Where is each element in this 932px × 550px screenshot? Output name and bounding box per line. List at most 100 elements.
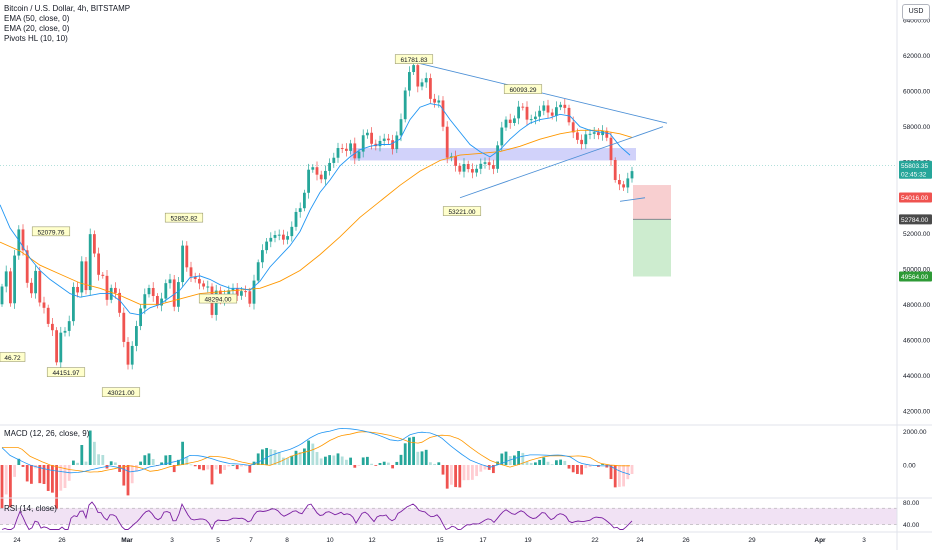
candle-body [412, 65, 415, 73]
macd-histogram-bar [21, 465, 25, 467]
macd-signal-line [2, 431, 630, 473]
macd-histogram-bar [399, 454, 403, 465]
pivot-label: 43021.00 [107, 390, 134, 397]
macd-histogram-bar [9, 465, 12, 508]
candle-body [30, 282, 33, 294]
candle-body [433, 98, 436, 103]
pivots-legend[interactable]: Pivots HL (10, 10) [4, 34, 68, 43]
macd-histogram-bar [290, 455, 294, 465]
macd-histogram-bar [513, 455, 516, 465]
macd-histogram-bar [97, 454, 100, 465]
candle-body [622, 184, 625, 188]
price-tick-label: 58000.00 [903, 124, 930, 131]
currency-button[interactable]: USD [902, 4, 930, 20]
macd-histogram-bar [319, 458, 323, 465]
macd-histogram-bar [353, 465, 357, 468]
candle-body [72, 286, 75, 322]
macd-histogram-bar [80, 445, 84, 465]
candle-body [597, 132, 600, 136]
candle-body [185, 245, 189, 268]
macd-histogram-bar [63, 465, 67, 488]
macd-histogram-bar [269, 449, 273, 465]
price-label-box [899, 192, 932, 203]
macd-histogram-bar [525, 461, 529, 465]
macd-histogram-bar [181, 441, 184, 465]
stop-loss-zone [633, 185, 671, 220]
candle-body [492, 165, 495, 169]
time-tick-label: 5 [216, 537, 220, 544]
pivot-label-box [0, 352, 26, 362]
macd-histogram-bar [46, 465, 50, 491]
candle-body [445, 126, 449, 158]
pivot-label-box [101, 387, 141, 397]
time-tick-label: 12 [368, 537, 376, 544]
macd-histogram-bar [370, 463, 373, 465]
candle-body [370, 132, 373, 144]
candle-body [340, 148, 344, 150]
macd-axis-label: 0.00 [903, 463, 916, 470]
macd-histogram-bar [479, 465, 483, 472]
candle-body [172, 279, 176, 307]
candle-body [156, 295, 159, 306]
macd-histogram-bar [42, 465, 46, 484]
candle-body [25, 250, 29, 283]
macd-histogram-bar [193, 465, 197, 467]
pivot-label-box [442, 206, 482, 216]
macd-histogram-bar [613, 465, 617, 488]
candle-body [328, 162, 331, 171]
candle-body [508, 119, 512, 124]
candle-body [613, 160, 617, 180]
macd-histogram-bar [555, 460, 558, 465]
candle-body [114, 287, 117, 293]
macd-histogram-bar [248, 465, 252, 473]
time-tick-label: 15 [436, 537, 444, 544]
macd-legend-label[interactable]: MACD (12, 26, close, 9) [4, 429, 90, 438]
macd-histogram-bar [387, 462, 390, 465]
macd-legend: MACD (12, 26, close, 9) [4, 429, 89, 439]
time-tick-label: 10 [326, 537, 334, 544]
ema20-legend[interactable]: EMA (20, close, 0) [4, 24, 70, 33]
candle-body [571, 122, 575, 133]
macd-histogram-bar [571, 465, 575, 473]
macd-histogram-bar [51, 465, 54, 493]
macd-histogram-bar [210, 465, 214, 485]
candle-body [550, 112, 554, 116]
macd-histogram-bar [219, 465, 222, 474]
rsi-line [1, 501, 633, 531]
candle-body [324, 170, 327, 180]
candle-body [366, 132, 369, 136]
macd-histogram-bar [424, 449, 428, 465]
price-label: 49564.00 [901, 274, 928, 281]
candle-body [307, 169, 310, 193]
candle-body [76, 286, 79, 293]
time-tick-label: 26 [682, 537, 690, 544]
ema50-legend[interactable]: EMA (50, close, 0) [4, 14, 70, 23]
candle-body [17, 229, 21, 256]
time-tick-label: 3 [862, 537, 866, 544]
macd-histogram-bar [235, 465, 239, 470]
macd-histogram-bar [580, 465, 583, 475]
macd-histogram-bar [483, 465, 487, 470]
macd-histogram-bar [454, 465, 457, 488]
candle-body [109, 287, 113, 300]
macd-histogram-bar [109, 461, 113, 465]
macd-histogram-bar [521, 452, 525, 465]
candle-body [500, 127, 504, 146]
macd-histogram-bar [622, 465, 625, 487]
macd-histogram-bar [0, 465, 4, 509]
rsi-legend-label[interactable]: RSI (14, close) [4, 504, 57, 513]
candle-body [130, 345, 134, 365]
rsi-band [0, 508, 897, 525]
candle-body [160, 298, 163, 306]
candle-body [231, 288, 235, 291]
macd-histogram-bar [4, 465, 8, 495]
macd-histogram-bar [315, 452, 319, 465]
candle-body [177, 282, 180, 307]
price-label-box [899, 160, 932, 179]
candle-body [265, 241, 268, 251]
candle-body [290, 226, 294, 237]
macd-histogram-bar [471, 465, 474, 480]
macd-histogram-bar [118, 465, 121, 472]
price-label-box [899, 271, 932, 282]
